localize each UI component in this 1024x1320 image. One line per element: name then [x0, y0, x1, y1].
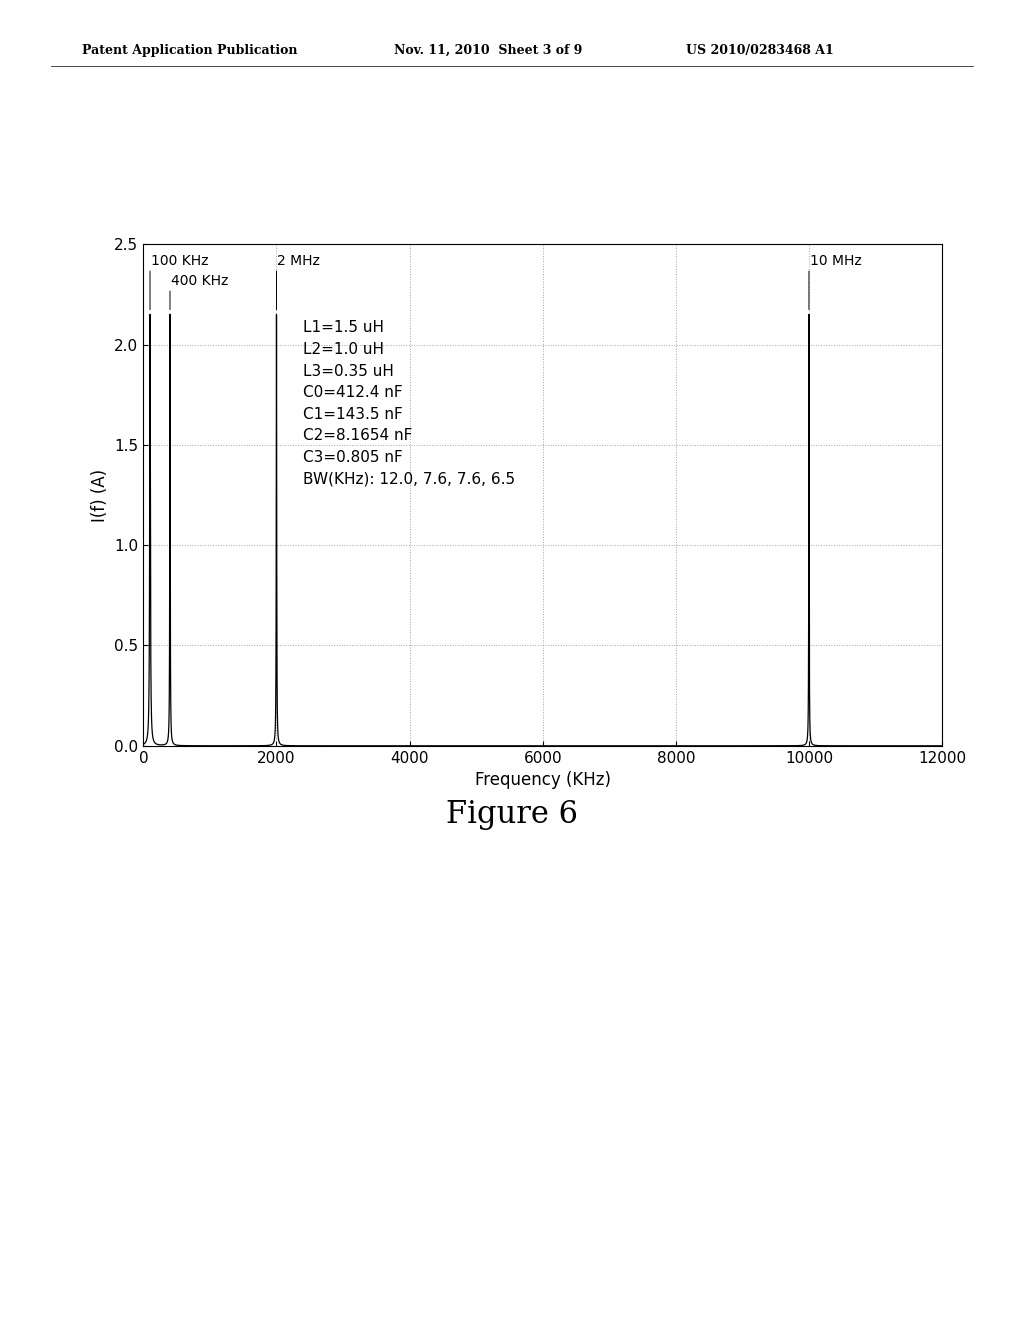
Text: Nov. 11, 2010  Sheet 3 of 9: Nov. 11, 2010 Sheet 3 of 9 [394, 44, 583, 57]
Text: 400 KHz: 400 KHz [171, 275, 228, 288]
Text: 2 MHz: 2 MHz [278, 255, 321, 268]
Text: Figure 6: Figure 6 [446, 799, 578, 829]
Text: Patent Application Publication: Patent Application Publication [82, 44, 297, 57]
X-axis label: Frequency (KHz): Frequency (KHz) [475, 771, 610, 789]
Text: L1=1.5 uH
L2=1.0 uH
L3=0.35 uH
C0=412.4 nF
C1=143.5 nF
C2=8.1654 nF
C3=0.805 nF
: L1=1.5 uH L2=1.0 uH L3=0.35 uH C0=412.4 … [303, 321, 515, 487]
Text: 10 MHz: 10 MHz [810, 255, 862, 268]
Text: 100 KHz: 100 KHz [151, 255, 209, 268]
Y-axis label: I(f) (A): I(f) (A) [91, 469, 109, 521]
Text: US 2010/0283468 A1: US 2010/0283468 A1 [686, 44, 834, 57]
